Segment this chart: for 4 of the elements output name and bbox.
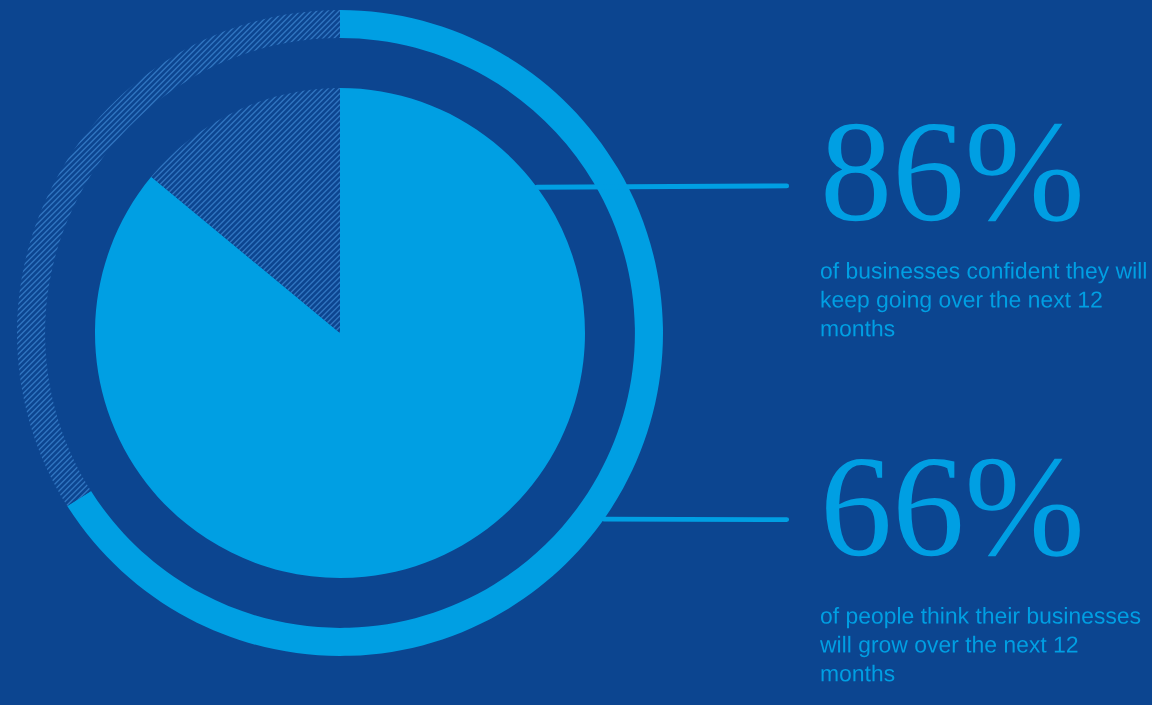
text: of businesses confident they will keep going over the next 12 months xyxy=(820,262,1146,337)
data-label: 66% xyxy=(826,458,1080,557)
text: of people think their businesses will grow over the next 12 months xyxy=(819,607,1141,682)
data-label: 86% xyxy=(825,123,1080,222)
